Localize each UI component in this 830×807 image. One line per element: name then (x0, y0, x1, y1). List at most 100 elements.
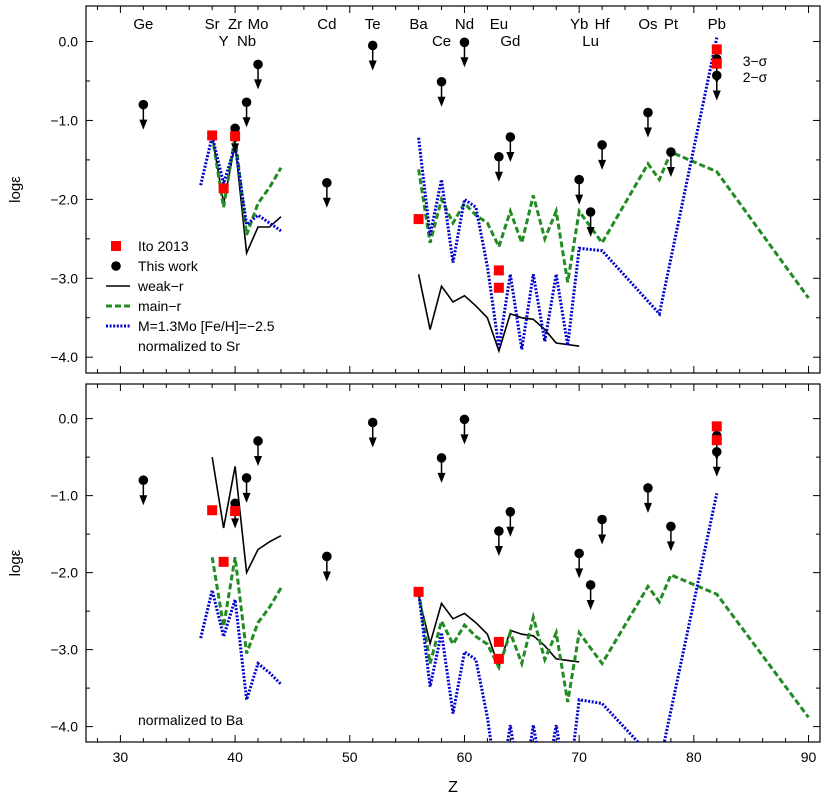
x-axis-label: Z (448, 779, 458, 796)
ito2013-point (493, 282, 504, 293)
normalization-note: normalized to Sr (138, 338, 240, 354)
upper-limit-arrow (586, 599, 595, 610)
x-tick-label: 50 (342, 749, 358, 765)
y-tick-label: −3.0 (50, 642, 78, 658)
element-label-hf: Hf (595, 16, 611, 33)
upper-limit-arrow (231, 518, 240, 529)
series-line-dashed-0 (210, 135, 283, 236)
y-tick-label: −2.0 (50, 191, 78, 207)
upper-limit-arrow (598, 159, 607, 170)
ito2013-point (218, 556, 229, 567)
upper-limit-arrow (437, 472, 446, 483)
series-line-dashed-1 (417, 150, 810, 299)
ito2013-point (207, 505, 218, 516)
series-line-dotted-0 (199, 589, 283, 701)
upper-limit-arrow (666, 167, 675, 178)
y-tick-label: −3.0 (50, 270, 78, 286)
x-tick-label: 90 (801, 749, 817, 765)
element-label-y: Y (219, 33, 229, 50)
ito2013-point (230, 506, 241, 517)
element-label-eu: Eu (490, 16, 508, 33)
this-work-point (241, 97, 252, 108)
upper-limit-arrow (586, 226, 595, 237)
ito2013-point (711, 58, 722, 69)
x-tick-label: 30 (113, 749, 129, 765)
element-label-os: Os (638, 16, 657, 33)
upper-limit-arrow (322, 197, 331, 208)
element-label-te: Te (365, 16, 381, 33)
series-line-solid-1 (417, 274, 580, 354)
ito2013-point (711, 421, 722, 432)
legend-swatch-circle (111, 261, 121, 271)
ito2013-point (413, 214, 424, 225)
series-line-dotted-1 (417, 492, 719, 742)
ito2013-point (230, 131, 241, 142)
series-line-dotted-0 (199, 135, 282, 233)
element-label-yb: Yb (570, 16, 588, 33)
element-label-nd: Nd (455, 16, 474, 33)
upper-limit-arrow (242, 117, 251, 128)
x-tick-label: 70 (571, 749, 587, 765)
element-label-ce: Ce (432, 33, 451, 50)
upper-limit-arrow (322, 571, 331, 582)
upper-limit-arrow (575, 194, 584, 205)
upper-limit-arrow (506, 152, 515, 163)
this-work-point (436, 76, 447, 87)
y-tick-label: −4.0 (50, 349, 78, 365)
element-label-ba: Ba (409, 16, 428, 33)
y-tick-label: −1.0 (50, 112, 78, 128)
panel-top: 0.0 −1.0 −2.0 −3.0 −4.0 logε Ge Sr Zr Mo Y Nb Cd Te Ba… (7, 5, 821, 374)
upper-limit-arrow (666, 541, 675, 552)
upper-limit-arrow (254, 455, 263, 466)
element-label-cd: Cd (317, 16, 336, 33)
series-line-dashed-0 (210, 556, 283, 655)
upper-limit-arrow (139, 119, 148, 130)
upper-limit-arrow (643, 127, 652, 138)
legend-label: M=1.3Mo [Fe/H]=−2.5 (138, 318, 275, 334)
legend-label: Ito 2013 (138, 238, 189, 254)
upper-limit-arrow (494, 171, 503, 182)
series-lines (199, 456, 810, 742)
element-label-mo: Mo (248, 16, 269, 33)
y-tick-label: 0.0 (59, 411, 79, 427)
y-tick-label: −1.0 (50, 488, 78, 504)
ito2013-point (711, 435, 722, 446)
legend-label: main−r (138, 298, 182, 314)
upper-limit-arrow (643, 502, 652, 513)
element-label-pt: Pt (664, 16, 679, 33)
element-label-nb: Nb (237, 33, 256, 50)
upper-limit-arrow (575, 568, 584, 579)
ito2013-point (493, 265, 504, 276)
sigma-annotation: 2−σ (743, 69, 768, 85)
series-lines (199, 37, 810, 354)
upper-limit-arrow (598, 534, 607, 545)
y-axis-label: logε (7, 176, 24, 203)
upper-limit-arrow (368, 437, 377, 448)
y-axis-label: logε (7, 549, 24, 576)
upper-limit-arrow (139, 495, 148, 506)
upper-limit-arrow (712, 90, 721, 101)
upper-limit-arrow (368, 60, 377, 71)
y-tick-label: −4.0 (50, 719, 78, 735)
series-line-dotted-1 (417, 37, 719, 350)
ito2013-point (207, 130, 218, 141)
upper-limit-arrow (460, 57, 469, 68)
y-tick-label: −2.0 (50, 565, 78, 581)
y-tick-label: 0.0 (59, 34, 79, 50)
element-label-gd: Gd (500, 33, 520, 50)
ito2013-point (493, 653, 504, 664)
upper-limit-arrow (494, 546, 503, 557)
upper-limit-arrow (506, 526, 515, 537)
legend-label: This work (138, 258, 199, 274)
legend-label: weak−r (137, 278, 184, 294)
element-label-lu: Lu (582, 33, 599, 50)
element-label-zr: Zr (228, 16, 242, 33)
element-label-ge: Ge (133, 16, 153, 33)
series-line-solid-0 (211, 456, 282, 576)
ito2013-point (218, 183, 229, 194)
x-tick-label: 60 (457, 749, 473, 765)
sigma-annotation: 3−σ (743, 53, 768, 69)
x-tick-label: 40 (227, 749, 243, 765)
plot-frame (85, 383, 821, 743)
